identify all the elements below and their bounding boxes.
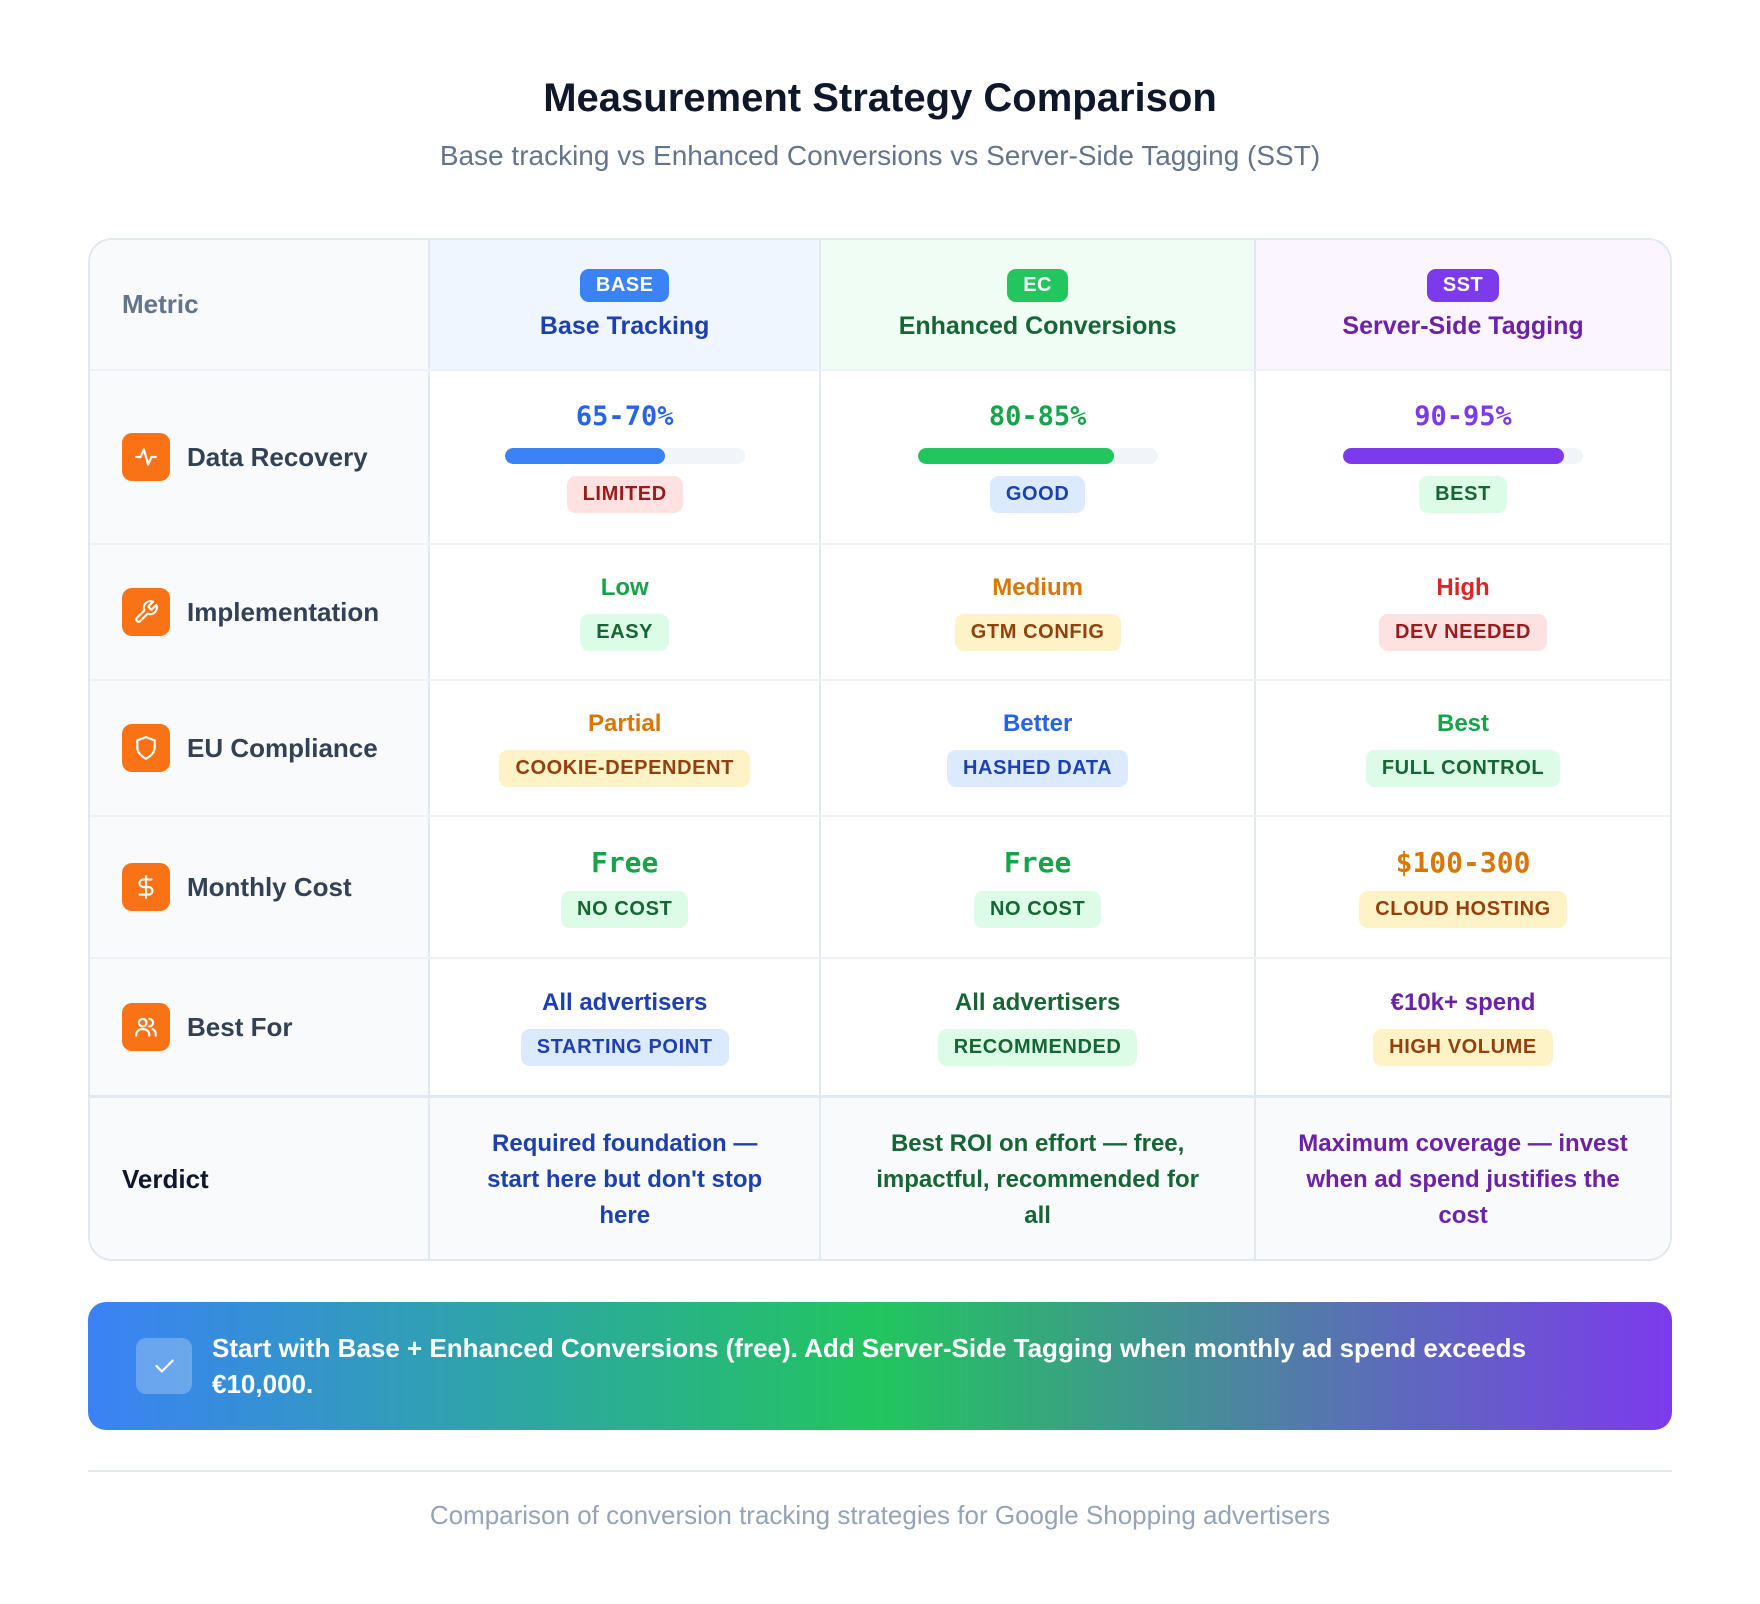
verdict-label: Verdict xyxy=(122,1164,209,1194)
table-cell: Free NO COST xyxy=(821,817,1257,957)
metric-label: Data Recovery xyxy=(187,441,368,472)
dollar-icon xyxy=(122,863,170,911)
column-header-base: BASE Base Tracking xyxy=(430,240,822,369)
cell-value: Medium xyxy=(992,573,1083,601)
metric-label-cell: EU Compliance xyxy=(122,724,378,772)
page-subtitle: Base tracking vs Enhanced Conversions vs… xyxy=(439,140,1321,171)
status-badge: BEST xyxy=(1419,476,1507,513)
table-row-monthly-cost: Monthly Cost Free NO COST Free NO COST $… xyxy=(90,817,1670,959)
table-cell: Better HASHED DATA xyxy=(821,681,1257,815)
cost-value: $100-300 xyxy=(1395,846,1531,879)
cell-value: Best xyxy=(1437,709,1490,737)
metric-label-cell: Implementation xyxy=(122,588,379,636)
recommendation-text: Start with Base + Enhanced Conversions (… xyxy=(212,1333,1527,1399)
table-cell: Required foundation — start here but don… xyxy=(430,1098,822,1259)
cell-value: High xyxy=(1436,573,1490,601)
metric-label: EU Compliance xyxy=(187,732,378,763)
column-name: Enhanced Conversions xyxy=(898,311,1177,340)
table-cell: Low EASY xyxy=(430,545,822,679)
table-cell: Free NO COST xyxy=(430,817,822,957)
column-header-ec: EC Enhanced Conversions xyxy=(821,240,1257,369)
status-badge: LIMITED xyxy=(566,476,683,513)
table-cell: High DEV NEEDED xyxy=(1256,545,1670,679)
table-cell: All advertisers STARTING POINT xyxy=(430,959,822,1095)
recovery-value: 80-85% xyxy=(988,401,1087,432)
status-badge: HIGH VOLUME xyxy=(1373,1028,1553,1066)
ec-tag: EC xyxy=(1007,268,1069,302)
recovery-value: 90-95% xyxy=(1414,401,1512,432)
table-cell: Partial COOKIE-DEPENDENT xyxy=(430,681,822,815)
table-cell: $100-300 CLOUD HOSTING xyxy=(1256,817,1670,957)
table-row-best-for: Best For All advertisers STARTING POINT … xyxy=(90,959,1670,1095)
table-cell: All advertisers RECOMMENDED xyxy=(821,959,1257,1095)
table-cell: Medium GTM CONFIG xyxy=(821,545,1257,679)
recovery-bar-fill xyxy=(1343,448,1564,464)
wrench-icon xyxy=(122,588,170,636)
status-badge: HASHED DATA xyxy=(947,749,1129,787)
metric-label-cell: Best For xyxy=(122,1003,292,1051)
status-badge: GOOD xyxy=(989,476,1086,513)
status-badge: STARTING POINT xyxy=(520,1028,729,1066)
recovery-value: 65-70% xyxy=(575,401,674,432)
cell-value: €10k+ spend xyxy=(1390,988,1536,1016)
table-cell: €10k+ spend HIGH VOLUME xyxy=(1256,959,1670,1095)
table-row-verdict: Verdict Required foundation — start here… xyxy=(90,1095,1670,1259)
sst-tag: SST xyxy=(1426,268,1500,302)
verdict-text: Best ROI on effort — free, impactful, re… xyxy=(876,1129,1199,1229)
cell-value: All advertisers xyxy=(541,988,708,1016)
cost-value: Free xyxy=(1003,846,1072,879)
status-badge: CLOUD HOSTING xyxy=(1359,891,1567,928)
base-tag: BASE xyxy=(579,268,670,302)
status-badge: GTM CONFIG xyxy=(954,613,1121,651)
verdict-text: Required foundation — start here but don… xyxy=(487,1129,763,1229)
comparison-table: Metric BASE Base Tracking EC Enhanced Co… xyxy=(88,238,1672,1261)
column-name: Server-Side Tagging xyxy=(1342,311,1584,340)
table-cell: 90-95% BEST xyxy=(1256,371,1670,543)
footer-divider xyxy=(88,1470,1672,1472)
table-cell: Best FULL CONTROL xyxy=(1256,681,1670,815)
cell-value: All advertisers xyxy=(954,988,1121,1016)
check-icon xyxy=(136,1338,192,1394)
status-badge: COOKIE-DEPENDENT xyxy=(499,749,750,787)
page-title: Measurement Strategy Comparison xyxy=(543,76,1217,120)
metric-label: Implementation xyxy=(187,596,380,627)
table-cell: 80-85% GOOD xyxy=(821,371,1257,543)
status-badge: FULL CONTROL xyxy=(1365,749,1561,787)
metric-label-cell: Monthly Cost xyxy=(122,863,352,911)
footer-caption: Comparison of conversion tracking strate… xyxy=(429,1500,1331,1530)
activity-icon xyxy=(122,433,170,481)
metric-label: Best For xyxy=(187,1011,293,1042)
users-icon xyxy=(122,1003,170,1051)
column-header-sst: SST Server-Side Tagging xyxy=(1256,240,1670,369)
status-badge: RECOMMENDED xyxy=(937,1028,1138,1066)
table-header-row: Metric BASE Base Tracking EC Enhanced Co… xyxy=(90,240,1670,371)
recovery-bar xyxy=(917,448,1158,464)
recovery-bar xyxy=(504,448,745,464)
recommendation-banner: Start with Base + Enhanced Conversions (… xyxy=(88,1302,1672,1430)
metric-label: Monthly Cost xyxy=(187,871,352,902)
status-badge: DEV NEEDED xyxy=(1379,613,1548,651)
verdict-text: Maximum coverage — invest when ad spend … xyxy=(1298,1129,1628,1229)
status-badge: NO COST xyxy=(561,891,689,928)
cost-value: Free xyxy=(590,846,659,879)
table-cell: 65-70% LIMITED xyxy=(430,371,822,543)
shield-icon xyxy=(122,724,170,772)
table-row-implementation: Implementation Low EASY Medium GTM CONFI… xyxy=(90,545,1670,681)
metric-column-header: Metric xyxy=(90,240,431,369)
table-row-data-recovery: Data Recovery 65-70% LIMITED 80-85% GOOD… xyxy=(90,371,1670,545)
table-row-eu-compliance: EU Compliance Partial COOKIE-DEPENDENT B… xyxy=(90,681,1670,817)
column-name: Base Tracking xyxy=(539,311,710,340)
cell-value: Partial xyxy=(588,709,662,737)
cell-value: Better xyxy=(1002,709,1073,737)
status-badge: EASY xyxy=(580,613,670,651)
table-cell: Maximum coverage — invest when ad spend … xyxy=(1256,1098,1670,1259)
recovery-bar-fill xyxy=(504,448,666,464)
recovery-bar xyxy=(1343,448,1584,464)
table-cell: Best ROI on effort — free, impactful, re… xyxy=(821,1098,1257,1259)
metric-label-cell: Data Recovery xyxy=(122,433,368,481)
recovery-bar-fill xyxy=(917,448,1115,464)
cell-value: Low xyxy=(600,573,649,601)
status-badge: NO COST xyxy=(973,891,1102,928)
